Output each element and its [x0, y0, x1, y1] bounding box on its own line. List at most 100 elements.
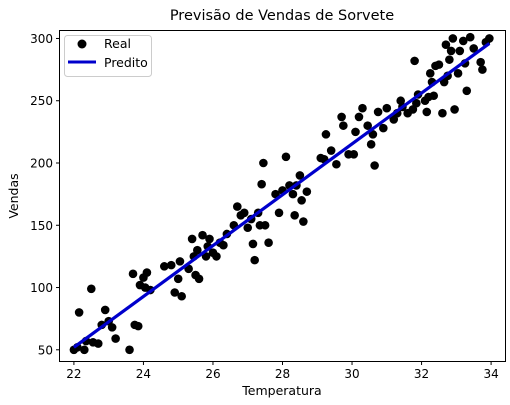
scatter-point-real [445, 55, 454, 64]
x-tick-label: 30 [344, 367, 359, 381]
scatter-point-real [219, 240, 228, 250]
scatter-point-real [297, 196, 306, 205]
scatter-point-real [379, 123, 388, 133]
scatter-point-real [465, 32, 475, 42]
x-tick-label: 26 [205, 367, 220, 381]
scatter-point-real [125, 345, 134, 355]
scatter-point-real [299, 217, 308, 226]
scatter-point-real [412, 98, 421, 108]
scatter-point-real [74, 308, 84, 317]
scatter-point-real [250, 255, 259, 265]
legend: Real Predito [64, 35, 152, 77]
scatter-point-real [446, 46, 456, 56]
predito-line [72, 42, 491, 349]
scatter-point-real [159, 262, 169, 271]
scatter-point-real [173, 274, 183, 284]
x-tick-label: 28 [275, 367, 290, 381]
scatter-point-real [366, 140, 376, 149]
scatter-point-real [469, 44, 479, 53]
scatter-point-real [111, 334, 120, 343]
scatter-point-real [205, 234, 214, 244]
legend-marker-real [77, 39, 87, 49]
scatter-point-real [337, 112, 346, 122]
scatter-point-real [295, 171, 305, 180]
scatter-point-real [187, 234, 197, 244]
scatter-point-real [485, 34, 494, 43]
x-tick-label: 24 [136, 367, 151, 381]
scatter-point-real [239, 208, 249, 218]
scatter-point-real [476, 57, 485, 67]
scatter-point-real [332, 159, 341, 169]
legend-label-real: Real [104, 36, 131, 51]
scatter-point-real [382, 103, 392, 113]
y-tick-label: 50 [38, 343, 53, 357]
scatter-point-real [354, 112, 364, 122]
scatter-point-real [358, 103, 367, 113]
scatter-point-real [142, 268, 152, 277]
scatter-point-real [281, 152, 291, 162]
scatter-point-real [373, 107, 383, 117]
scatter-point-real [448, 34, 458, 43]
scatter-point-real [201, 252, 211, 261]
legend-label-predito: Predito [104, 55, 148, 70]
scatter-point-real [166, 260, 176, 270]
scatter-point-real [429, 91, 439, 101]
scatter-point-real [243, 223, 253, 233]
data-marks [69, 32, 494, 355]
scatter-point-real [177, 291, 186, 301]
scatter-point-real [349, 149, 359, 159]
scatter-point-real [326, 146, 336, 155]
scatter-point-real [198, 230, 207, 240]
x-tick-label: 34 [483, 367, 498, 381]
legend-frame [64, 35, 152, 77]
scatter-point-real [128, 269, 138, 279]
scatter-point-real [302, 187, 312, 196]
scatter-point-real [453, 69, 463, 78]
y-tick-label: 200 [30, 157, 53, 171]
scatter-point-real [434, 60, 444, 69]
scatter-point-real [257, 179, 266, 189]
scatter-point-real [288, 189, 298, 199]
scatter-point-real [248, 239, 258, 249]
y-tick-label: 300 [30, 32, 53, 46]
scatter-point-real [175, 257, 185, 266]
y-tick-label: 250 [30, 94, 53, 108]
scatter-point-real [212, 252, 221, 261]
scatter-point-real [133, 321, 143, 331]
scatter-point-real [478, 65, 487, 74]
scatter-point-real [370, 161, 379, 170]
scatter-point-real [422, 107, 432, 117]
scatter-point-real [410, 56, 419, 66]
scatter-point-real [462, 86, 472, 96]
scatter-point-real [107, 323, 117, 332]
scatter-point-real [438, 108, 447, 118]
scatter-point-real [194, 274, 204, 284]
scatter-point-real [450, 105, 459, 114]
y-axis-label: Vendas [6, 173, 21, 218]
y-tick-label: 150 [30, 219, 53, 233]
scatter-point-real [259, 158, 268, 168]
scatter-point-real [93, 339, 103, 348]
scatter-point-real [368, 130, 378, 139]
scatter-point-real [233, 202, 242, 211]
x-tick-label: 22 [66, 367, 81, 381]
y-tick-label: 100 [30, 281, 53, 295]
x-tick-label: 32 [414, 367, 429, 381]
scatter-point-real [100, 305, 110, 315]
scatter-point-real [260, 220, 270, 230]
chart-title: Previsão de Vendas de Sorvete [170, 8, 394, 24]
scatter-point-real [274, 208, 284, 218]
x-axis-label: Temperatura [241, 383, 321, 398]
scatter-point-real [339, 121, 348, 130]
scatter-point-real [351, 127, 360, 137]
x-axis: 22 24 26 28 30 32 34 [66, 361, 499, 381]
scatter-point-real [193, 245, 202, 255]
scatter-point-real [264, 238, 273, 247]
scatter-point-real [455, 46, 465, 56]
scatter-point-real [321, 130, 331, 139]
scatter-point-real [290, 211, 299, 220]
scatter-point-real [425, 69, 435, 78]
scatter-point-real [363, 121, 372, 130]
scatter-point-real [458, 36, 468, 46]
